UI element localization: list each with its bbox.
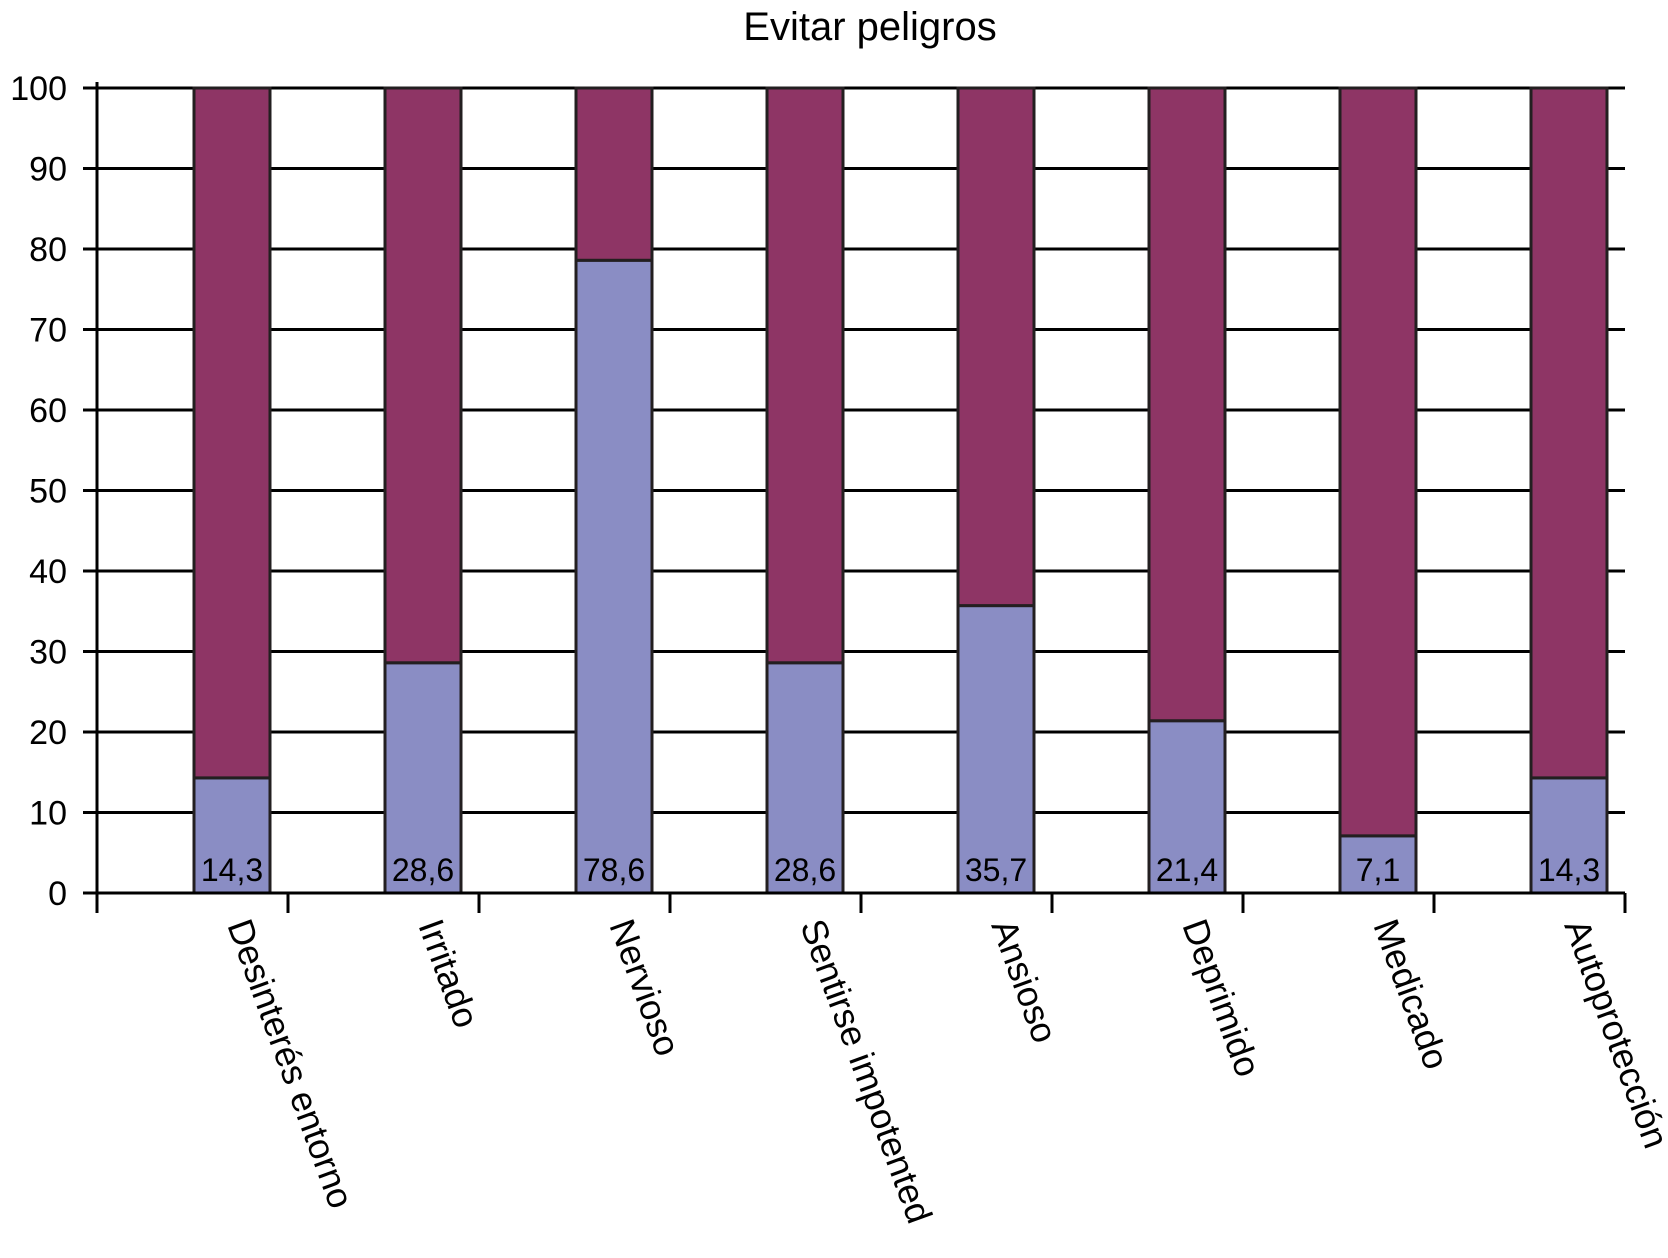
bar-data-label: 14,3 <box>201 852 263 888</box>
chart-title: Evitar peligros <box>743 5 996 49</box>
bar-segment-upper <box>1147 86 1227 723</box>
x-category-label: Medicado <box>1365 914 1457 1075</box>
y-tick-label: 40 <box>29 553 67 591</box>
bar-data-label: 21,4 <box>1156 852 1218 888</box>
bar-segment-upper <box>1529 86 1609 780</box>
y-tick-label: 10 <box>29 795 67 833</box>
bar-segment-upper <box>956 86 1036 608</box>
y-tick-label: 60 <box>29 392 67 430</box>
x-category-label: Ansioso <box>983 914 1065 1048</box>
y-tick-label: 70 <box>29 312 67 350</box>
x-category-label: Nervioso <box>601 914 688 1062</box>
bar-data-label: 28,6 <box>392 852 454 888</box>
bars: 14,3 28,6 78,6 28,6 35,7 21,4 7,1 14,3 <box>192 86 1609 895</box>
x-category-label: Irritado <box>410 914 487 1033</box>
bar-segment-lower <box>192 776 272 895</box>
bar-segment-lower <box>1338 834 1418 895</box>
y-tick-label: 80 <box>29 231 67 269</box>
bar-segment-lower <box>1147 719 1227 895</box>
y-tick-label: 30 <box>29 634 67 672</box>
y-tick-label: 50 <box>29 473 67 511</box>
y-tick-label: 20 <box>29 714 67 752</box>
y-tick-label: 90 <box>29 151 67 189</box>
bar-data-label: 14,3 <box>1538 852 1600 888</box>
bar-segment-upper <box>1338 86 1418 838</box>
bar-segment-upper <box>383 86 463 665</box>
bar-segment-lower <box>383 661 463 895</box>
bar-segment-lower <box>574 258 654 895</box>
bar-segment-upper <box>574 86 654 262</box>
bar-data-label: 35,7 <box>965 852 1027 888</box>
x-category-label: Sentirse impotented <box>792 914 940 1229</box>
bar-segment-upper <box>192 86 272 780</box>
bar-data-label: 78,6 <box>583 852 645 888</box>
bar-data-label: 28,6 <box>774 852 836 888</box>
x-category-label: Desinterés entorno <box>219 914 362 1214</box>
x-axis-categories: Desinterés entorno Irritado Nervioso Sentir… <box>219 914 1668 1229</box>
bar-segment-lower <box>956 604 1036 895</box>
bar-segment-upper <box>765 86 845 665</box>
x-category-label: Autoprotección <box>1556 914 1668 1154</box>
bar-segment-lower <box>1529 776 1609 895</box>
axes <box>95 82 1627 913</box>
y-tick-label: 0 <box>48 875 67 913</box>
bar-data-label: 7,1 <box>1356 852 1400 888</box>
y-axis-ticks: 0 10 20 30 40 50 60 70 80 90 100 <box>10 70 67 913</box>
y-tick-label: 100 <box>10 70 67 108</box>
x-category-label: Deprimido <box>1174 914 1269 1082</box>
bar-segment-lower <box>765 661 845 895</box>
